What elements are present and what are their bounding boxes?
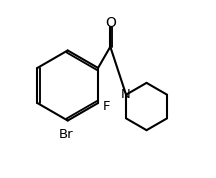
Text: N: N [121,88,131,101]
Text: O: O [105,16,116,30]
Text: Br: Br [59,128,73,142]
Text: F: F [102,100,110,113]
